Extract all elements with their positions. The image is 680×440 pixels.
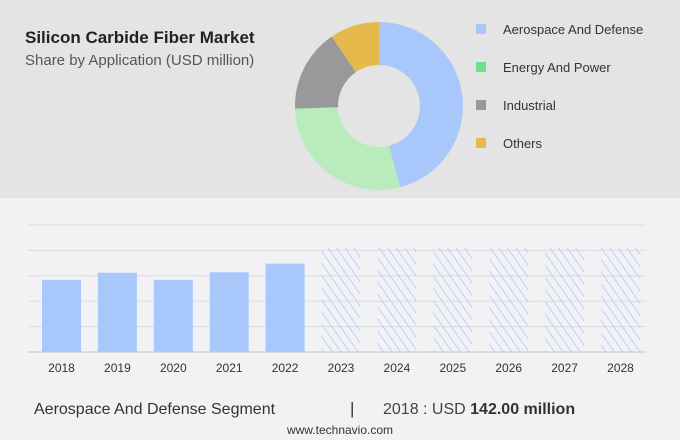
bar-2023 [321, 247, 361, 352]
x-tick-label: 2027 [551, 361, 578, 375]
segment-value: 2018 : USD 142.00 million [383, 401, 575, 419]
legend-swatch [476, 138, 486, 148]
bar-2020 [153, 279, 193, 352]
legend-item: Energy And Power [476, 46, 643, 88]
legend-item: Industrial [476, 84, 643, 126]
separator: | [350, 399, 355, 418]
legend-label: Others [503, 135, 543, 151]
legend-item: Others [476, 122, 643, 164]
bar-2026 [489, 247, 529, 352]
x-tick-label: 2019 [104, 361, 131, 375]
legend-item: Aerospace And Defense [476, 8, 643, 50]
x-tick-label: 2021 [216, 361, 243, 375]
legend: Aerospace And Defense Energy And Power I… [476, 12, 643, 164]
bar-2018 [42, 279, 81, 352]
x-tick-label: 2024 [384, 361, 411, 375]
bar-2025 [433, 247, 473, 352]
bar-2021 [209, 272, 249, 352]
bar-2027 [545, 247, 585, 352]
bar-2024 [377, 247, 417, 352]
legend-swatch [476, 100, 486, 110]
site-url[interactable]: www.technavio.com [286, 423, 394, 437]
legend-swatch [476, 24, 486, 34]
year-label: 2018 : USD [383, 401, 471, 418]
x-tick-label: 2028 [607, 361, 634, 375]
legend-label: Energy And Power [503, 59, 611, 75]
x-tick-label: 2023 [328, 361, 355, 375]
legend-swatch [476, 62, 486, 72]
x-tick-label: 2026 [495, 361, 522, 375]
bar-2019 [97, 272, 137, 352]
segment-label: Aerospace And Defense Segment [34, 401, 276, 418]
value-text: 142.00 million [470, 401, 576, 418]
chart-title: Silicon Carbide Fiber Market [25, 28, 255, 47]
bar-2022 [265, 263, 305, 352]
x-tick-label: 2022 [272, 361, 299, 375]
x-tick-label: 2020 [160, 361, 187, 375]
x-tick-label: 2025 [439, 361, 466, 375]
legend-label: Aerospace And Defense [503, 21, 644, 37]
legend-label: Industrial [503, 97, 556, 113]
bar-2028 [601, 247, 640, 352]
chart-subtitle: Share by Application (USD million) [25, 52, 255, 69]
x-tick-label: 2018 [48, 361, 75, 375]
